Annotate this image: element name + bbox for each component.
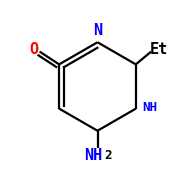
Text: 2: 2 <box>104 149 112 162</box>
Text: NH: NH <box>142 101 157 114</box>
Text: Et: Et <box>150 42 168 57</box>
Text: NH: NH <box>84 148 102 163</box>
Text: N: N <box>93 23 102 38</box>
Text: O: O <box>29 42 38 57</box>
